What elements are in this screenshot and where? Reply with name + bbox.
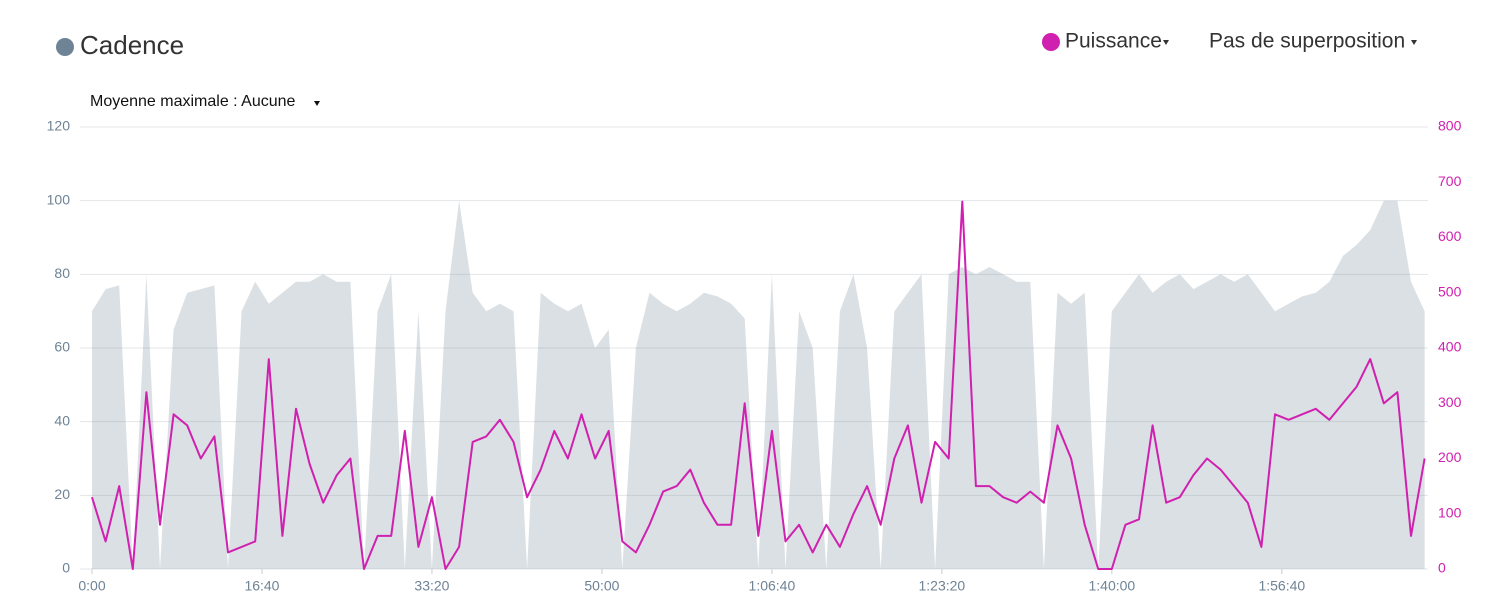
overlay-label: Pas de superposition [1209,30,1405,53]
y2-tick-label: 800 [1438,118,1462,134]
y2-tick-label: 100 [1438,504,1462,520]
cadence-legend[interactable]: Cadence [56,30,184,60]
x-tick-label: 1:06:40 [749,578,796,594]
power-line [91,200,1426,570]
y2-tick-label: 400 [1438,339,1462,355]
x-tick-label: 1:40:00 [1088,578,1135,594]
y-tick-label: 80 [54,265,70,281]
y-tick-label: 40 [54,412,70,428]
y-tick-label: 120 [47,118,71,134]
overlay-menu[interactable]: Pas de superposition [1209,30,1417,53]
y2-tick-label: 300 [1438,394,1462,410]
y-tick-label: 100 [47,191,71,207]
legend-dot [56,38,74,56]
x-tick-label: 0:00 [78,578,105,594]
y-tick-label: 0 [62,560,70,576]
dropdown-arrow [314,101,320,106]
y2-tick-label: 700 [1438,173,1462,189]
dropdown-arrow [1411,40,1417,45]
x-tick-label: 33:20 [414,578,449,594]
grid [80,126,1428,570]
x-tick-label: 1:23:20 [919,578,966,594]
x-tick-label: 50:00 [584,578,619,594]
dropdown-arrow [1163,40,1169,45]
cadence-area [92,200,1425,569]
y2-tick-label: 200 [1438,449,1462,465]
legend-dot [1042,33,1060,51]
y2-tick-label: 500 [1438,283,1462,299]
max-average-label: Moyenne maximale : Aucune [90,93,296,110]
legend-label: Cadence [80,30,184,60]
max-average-menu[interactable]: Moyenne maximale : Aucune [90,93,320,110]
y-tick-label: 20 [54,486,70,502]
x-tick-label: 16:40 [244,578,279,594]
power-menu[interactable]: Puissance [1042,30,1169,53]
legend-label: Puissance [1065,30,1162,53]
x-tick-label: 1:56:40 [1258,578,1305,594]
y2-tick-label: 0 [1438,560,1446,576]
y-tick-label: 60 [54,339,70,355]
y2-tick-label: 600 [1438,228,1462,244]
